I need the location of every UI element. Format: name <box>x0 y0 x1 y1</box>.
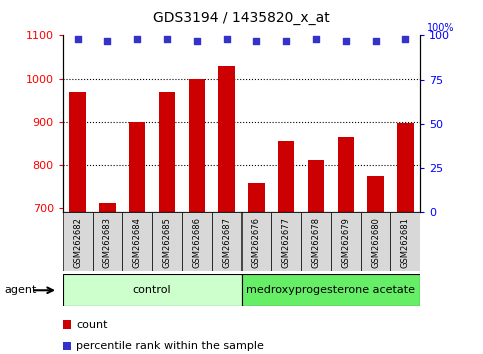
Bar <box>271 212 301 271</box>
Point <box>372 38 380 44</box>
Bar <box>361 212 390 271</box>
Bar <box>212 212 242 271</box>
Bar <box>390 212 420 271</box>
Bar <box>278 141 294 212</box>
Bar <box>99 203 115 212</box>
Text: GSM262685: GSM262685 <box>163 217 171 268</box>
Text: GSM262684: GSM262684 <box>133 217 142 268</box>
Point <box>253 38 260 44</box>
Text: GSM262686: GSM262686 <box>192 217 201 268</box>
Bar <box>93 212 122 271</box>
Point <box>74 36 82 42</box>
Bar <box>152 212 182 271</box>
Text: agent: agent <box>5 285 37 295</box>
Text: GDS3194 / 1435820_x_at: GDS3194 / 1435820_x_at <box>153 11 330 25</box>
Bar <box>331 212 361 271</box>
Bar <box>182 212 212 271</box>
Text: medroxyprogesterone acetate: medroxyprogesterone acetate <box>246 285 415 295</box>
Point <box>342 38 350 44</box>
Bar <box>63 212 93 271</box>
Bar <box>242 212 271 271</box>
Text: GSM262678: GSM262678 <box>312 217 320 268</box>
Text: GSM262683: GSM262683 <box>103 217 112 268</box>
Text: count: count <box>76 320 108 330</box>
Bar <box>63 274 242 306</box>
Text: 100%: 100% <box>427 23 455 33</box>
Bar <box>129 122 145 212</box>
Text: GSM262687: GSM262687 <box>222 217 231 268</box>
Text: GSM262681: GSM262681 <box>401 217 410 268</box>
Point <box>193 38 201 44</box>
Bar <box>338 137 354 212</box>
Bar <box>189 79 205 212</box>
Text: GSM262682: GSM262682 <box>73 217 82 268</box>
Point <box>282 38 290 44</box>
Bar <box>397 122 413 212</box>
Point <box>104 38 112 44</box>
Text: GSM262679: GSM262679 <box>341 217 350 268</box>
Point <box>223 36 230 42</box>
Bar <box>301 212 331 271</box>
Text: GSM262677: GSM262677 <box>282 217 291 268</box>
Text: control: control <box>133 285 171 295</box>
Text: GSM262680: GSM262680 <box>371 217 380 268</box>
Bar <box>70 92 86 212</box>
Point <box>401 36 409 42</box>
Point <box>133 36 141 42</box>
Bar <box>159 92 175 212</box>
Point <box>312 36 320 42</box>
Bar <box>242 274 420 306</box>
Text: GSM262676: GSM262676 <box>252 217 261 268</box>
Bar <box>368 176 384 212</box>
Bar <box>122 212 152 271</box>
Bar <box>248 183 265 212</box>
Bar <box>218 65 235 212</box>
Point <box>163 36 171 42</box>
Bar <box>308 160 324 212</box>
Text: percentile rank within the sample: percentile rank within the sample <box>76 341 264 351</box>
